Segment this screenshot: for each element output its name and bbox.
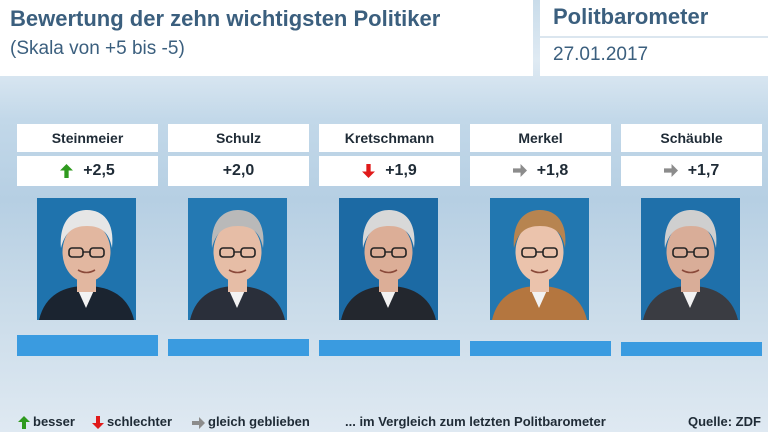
politician-name: Kretschmann xyxy=(319,124,460,152)
rating-value-label: +2,5 xyxy=(83,162,115,179)
source-label: Quelle: ZDF xyxy=(688,414,761,429)
rating-bar xyxy=(621,342,762,356)
rating-bar xyxy=(470,341,611,356)
politician-name: Schäuble xyxy=(621,124,762,152)
portrait-icon xyxy=(490,198,589,320)
rating-value-box: +2,5 xyxy=(17,156,158,186)
politician-column: Merkel +1,8 xyxy=(470,124,611,320)
portrait-icon xyxy=(641,198,740,320)
politician-column: Schulz +2,0 xyxy=(168,124,309,320)
legend-up: besser xyxy=(18,414,75,430)
politician-column: Kretschmann +1,9 xyxy=(319,124,460,320)
politician-photo xyxy=(490,198,589,320)
legend-note: ... im Vergleich zum letzten Politbarome… xyxy=(345,414,606,429)
legend-down-label: schlechter xyxy=(107,414,173,429)
rating-value-box: +1,8 xyxy=(470,156,611,186)
rating-value-label: +2,0 xyxy=(222,162,255,179)
survey-date: 27.01.2017 xyxy=(553,44,649,65)
rating-value-label: +1,7 xyxy=(687,162,720,179)
arrow-right-icon xyxy=(192,416,205,429)
rating-value-box: +2,0 xyxy=(168,156,309,186)
header-title-panel: Bewertung der zehn wichtigsten Politiker… xyxy=(0,0,533,76)
trend-down-icon xyxy=(362,163,376,178)
trend-same-icon xyxy=(663,164,678,178)
portrait-icon xyxy=(188,198,287,320)
chart-title: Bewertung der zehn wichtigsten Politiker xyxy=(10,6,441,31)
brand-divider xyxy=(540,36,768,38)
legend-same-label: gleich geblieben xyxy=(208,414,310,429)
rating-bar xyxy=(17,335,158,356)
rating-value-box: +1,9 xyxy=(319,156,460,186)
rating-bar xyxy=(319,340,460,356)
politician-name: Schulz xyxy=(168,124,309,152)
politician-photo xyxy=(339,198,438,320)
legend-down: schlechter xyxy=(92,414,173,430)
rating-value-label: +1,8 xyxy=(536,162,569,179)
politician-name: Merkel xyxy=(470,124,611,152)
politician-name: Steinmeier xyxy=(17,124,158,152)
portrait-icon xyxy=(37,198,136,320)
politician-column: Steinmeier +2,5 xyxy=(17,124,158,320)
legend-same: gleich geblieben xyxy=(192,414,310,429)
politician-photo xyxy=(641,198,740,320)
chart-subtitle: (Skala von +5 bis -5) xyxy=(10,38,185,59)
trend-same-icon xyxy=(512,164,527,178)
rating-value-label: +1,9 xyxy=(385,162,417,179)
arrow-up-icon xyxy=(18,416,30,430)
politician-photo xyxy=(188,198,287,320)
arrow-down-icon xyxy=(92,416,104,430)
trend-up-icon xyxy=(60,163,74,178)
politician-column: Schäuble +1,7 xyxy=(621,124,762,320)
legend-up-label: besser xyxy=(33,414,75,429)
portrait-icon xyxy=(339,198,438,320)
brand-label: Politbarometer xyxy=(553,4,709,29)
politician-photo xyxy=(37,198,136,320)
header-brand-panel: Politbarometer 27.01.2017 xyxy=(540,0,768,76)
rating-bar xyxy=(168,339,309,356)
rating-value-box: +1,7 xyxy=(621,156,762,186)
